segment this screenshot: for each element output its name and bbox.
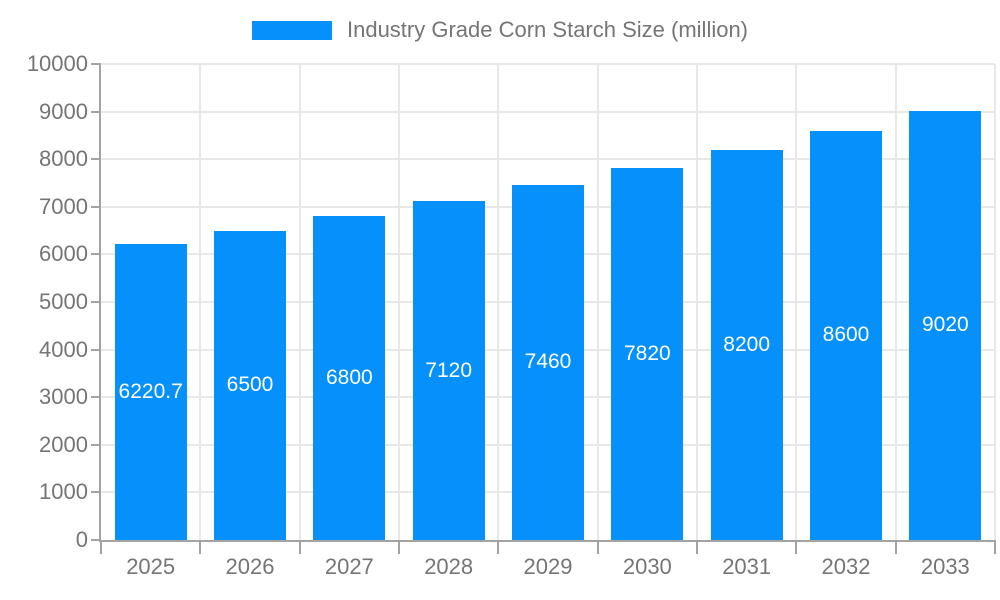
horizontal-gridline: [101, 63, 995, 65]
y-axis-label: 1000: [39, 479, 88, 505]
x-axis-tick: [596, 540, 599, 554]
x-axis-tick: [497, 540, 500, 554]
horizontal-gridline: [101, 110, 995, 113]
bar[interactable]: 8200: [710, 149, 783, 540]
y-axis-label: 2000: [39, 431, 88, 457]
bar-value-label: 6220.7: [118, 379, 183, 403]
x-axis-tick: [398, 540, 400, 554]
x-axis-label: 2033: [920, 554, 970, 579]
y-axis-label: 9000: [39, 98, 88, 124]
y-axis-tick: [91, 158, 99, 161]
bar[interactable]: 6220.7: [114, 243, 187, 540]
bar[interactable]: 8600: [810, 130, 882, 540]
bar-value-label: 8600: [822, 323, 870, 347]
y-axis-tick: [91, 539, 99, 541]
vertical-gridline: [497, 64, 500, 540]
y-axis-tick: [91, 396, 99, 399]
legend[interactable]: Industry Grade Corn Starch Size (million…: [0, 16, 1000, 44]
bar[interactable]: 7460: [512, 184, 584, 540]
vertical-gridline: [596, 64, 599, 540]
x-axis-label: 2029: [523, 554, 573, 579]
bar[interactable]: 6500: [214, 230, 286, 540]
x-axis-tick: [100, 540, 102, 554]
y-axis-label: 10000: [26, 51, 88, 76]
y-axis-tick: [91, 110, 99, 113]
vertical-gridline: [696, 64, 698, 540]
vertical-gridline: [298, 64, 301, 540]
y-axis-label: 4000: [39, 336, 88, 362]
x-axis-label: 2025: [126, 554, 176, 579]
x-axis-label: 2032: [821, 554, 871, 579]
bar-value-label: 6500: [226, 373, 274, 397]
legend-label: Industry Grade Corn Starch Size (million…: [346, 17, 749, 42]
x-axis-line: [99, 540, 995, 542]
y-axis-tick: [91, 301, 99, 303]
vertical-gridline: [199, 64, 202, 540]
y-axis-label: 8000: [39, 146, 88, 172]
x-axis-label: 2031: [722, 554, 772, 579]
y-axis-tick: [91, 205, 99, 208]
vertical-gridline: [398, 64, 400, 540]
x-axis-tick: [199, 540, 202, 554]
x-axis-label: 2027: [324, 554, 374, 579]
x-axis-label: 2030: [622, 554, 672, 579]
bar[interactable]: 7120: [412, 201, 485, 540]
bar-value-label: 9020: [921, 313, 969, 337]
x-axis-tick: [298, 540, 301, 554]
x-axis-tick: [894, 540, 897, 554]
vertical-gridline: [994, 64, 996, 540]
y-axis-tick: [91, 491, 99, 494]
bar-value-label: 8200: [723, 332, 771, 356]
x-axis-tick: [696, 540, 698, 554]
plot-area: 6220.7 6500 6800 7120 7460 7820 8200 8600 9020: [101, 63, 996, 540]
y-axis-tick: [91, 253, 99, 256]
y-axis-label: 5000: [39, 289, 88, 314]
x-axis-tick: [795, 540, 798, 554]
bar[interactable]: 7820: [611, 167, 684, 540]
bar-value-label: 7120: [425, 358, 473, 382]
x-axis-label: 2026: [225, 554, 275, 579]
y-axis-label: 7000: [39, 193, 88, 219]
legend-swatch-icon: [251, 20, 332, 40]
bar-value-label: 7460: [524, 350, 572, 374]
x-axis-tick: [994, 540, 996, 554]
y-axis-tick: [91, 443, 99, 446]
bar[interactable]: 6800: [313, 216, 386, 540]
y-axis-label: 6000: [39, 241, 88, 267]
bar[interactable]: 9020: [909, 110, 982, 540]
y-axis-line: [99, 63, 101, 542]
horizontal-gridline: [101, 158, 995, 161]
x-axis-label: 2028: [424, 554, 474, 579]
vertical-gridline: [894, 64, 897, 540]
y-axis-label: 3000: [39, 384, 88, 410]
y-axis-tick: [91, 63, 99, 65]
y-axis-label: 0: [75, 527, 88, 552]
bar-value-label: 7820: [623, 341, 671, 365]
y-axis-tick: [91, 348, 99, 351]
vertical-gridline: [795, 64, 798, 540]
bar-value-label: 6800: [325, 366, 373, 390]
